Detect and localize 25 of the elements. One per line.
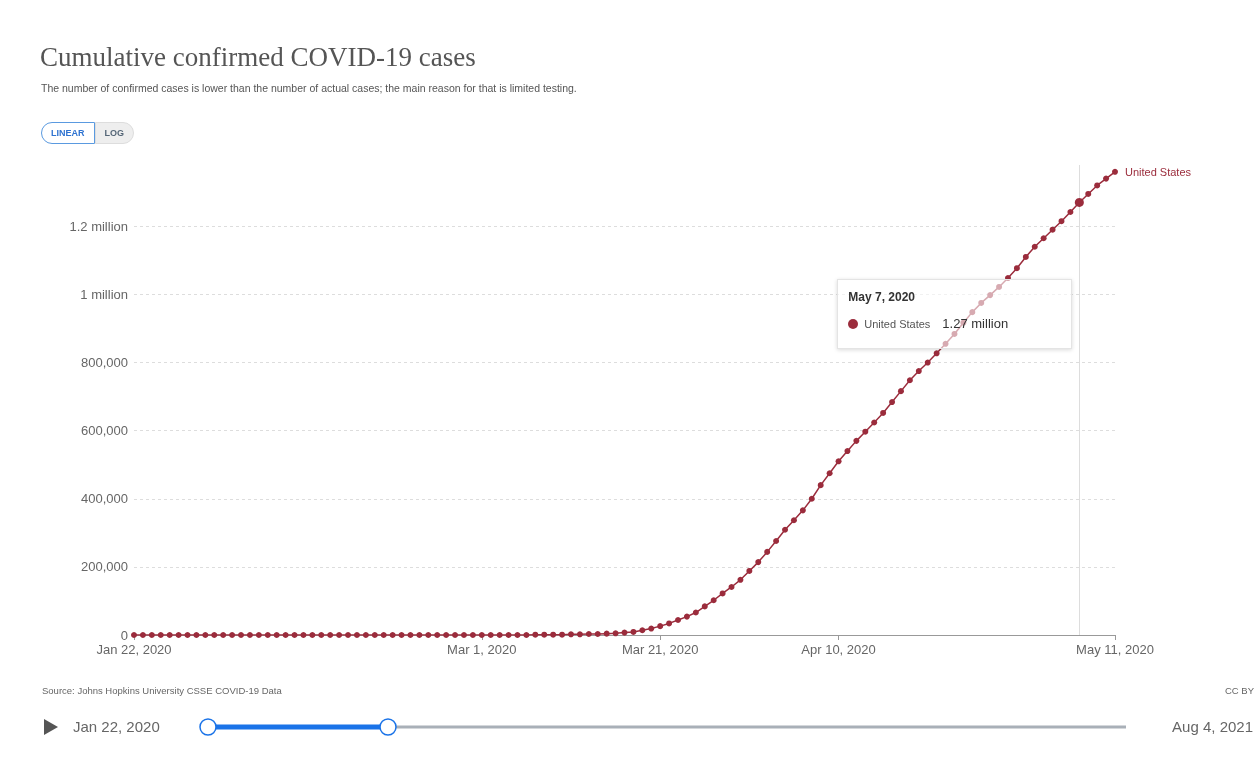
text: Jan 22, 2020	[73, 718, 160, 735]
text: CC BY	[1224, 685, 1254, 696]
y-tick-label: 400,000	[81, 491, 128, 507]
x-tick-label: Mar 21, 2020	[621, 642, 699, 657]
y-tick-label: 800,000	[81, 355, 128, 371]
y-tick-label: 0	[120, 627, 128, 643]
y-tick-label: 200,000	[81, 559, 128, 575]
x-tick-label: Apr 10, 2020	[801, 642, 876, 657]
y-tick-label: 600,000	[81, 423, 128, 439]
text: Aug 4, 2021	[1172, 718, 1253, 735]
series-label: United States	[1125, 165, 1192, 178]
annotation: United States	[864, 317, 931, 330]
source-note: Source: Johns Hopkins University CSSE COVID-19 Data	[42, 685, 282, 696]
annotation: 1.27 million	[942, 316, 1009, 332]
text: LOG	[94, 122, 134, 144]
annotation: May 7, 2020	[848, 290, 917, 305]
tooltip: May 7, 2020 United States 1.27 million	[837, 279, 1073, 350]
y-tick-label: 1.2 million	[69, 218, 128, 234]
x-tick-label: Mar 1, 2020	[447, 642, 517, 657]
chart-subtitle: The number of confirmed cases is lower than the number of actual cases; the main reason for that is limited testing.	[41, 82, 577, 94]
chart-title: Cumulative confirmed COVID-19 cases	[40, 42, 476, 73]
x-tick-label: May 11, 2020	[1076, 642, 1154, 657]
y-tick-label: 1 million	[80, 286, 128, 302]
x-tick-label: Jan 22, 2020	[96, 642, 172, 657]
text: LINEAR	[41, 122, 95, 144]
